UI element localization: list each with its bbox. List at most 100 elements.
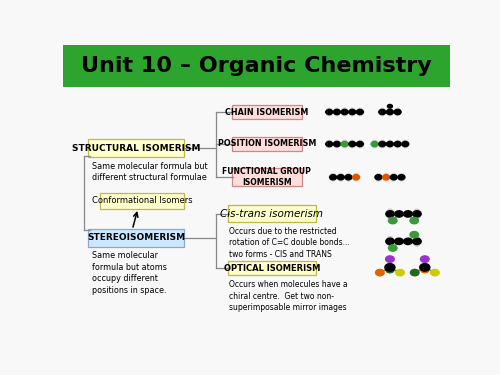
FancyBboxPatch shape <box>88 229 184 246</box>
Circle shape <box>342 113 346 116</box>
Circle shape <box>358 140 362 143</box>
Text: Unit 10 – Organic Chemistry: Unit 10 – Organic Chemistry <box>81 56 432 76</box>
Circle shape <box>396 269 404 276</box>
Circle shape <box>350 108 354 111</box>
Circle shape <box>330 175 336 180</box>
Circle shape <box>354 174 358 177</box>
Circle shape <box>386 110 394 115</box>
Circle shape <box>356 141 364 147</box>
Circle shape <box>394 110 401 115</box>
Circle shape <box>335 113 339 116</box>
Text: OPTICAL ISOMERISM: OPTICAL ISOMERISM <box>224 264 320 273</box>
Circle shape <box>371 141 378 147</box>
Circle shape <box>396 108 400 111</box>
Circle shape <box>395 238 404 244</box>
Circle shape <box>396 113 400 116</box>
Circle shape <box>430 269 439 276</box>
Circle shape <box>386 238 394 244</box>
Circle shape <box>420 266 429 273</box>
Circle shape <box>379 110 386 115</box>
Circle shape <box>338 175 344 180</box>
Circle shape <box>376 178 380 181</box>
Circle shape <box>339 174 342 177</box>
Circle shape <box>410 269 419 276</box>
Circle shape <box>388 105 392 108</box>
Text: Cis-trans isomerism: Cis-trans isomerism <box>220 209 323 219</box>
Circle shape <box>376 174 380 177</box>
Circle shape <box>396 140 400 143</box>
Circle shape <box>380 145 384 148</box>
Circle shape <box>380 140 384 143</box>
Circle shape <box>388 242 392 246</box>
FancyBboxPatch shape <box>228 261 316 275</box>
Circle shape <box>388 215 392 219</box>
Text: Conformational Isomers: Conformational Isomers <box>92 196 192 206</box>
Circle shape <box>388 209 392 213</box>
Circle shape <box>349 141 356 147</box>
Circle shape <box>335 140 339 143</box>
Circle shape <box>388 105 392 108</box>
Circle shape <box>392 174 396 177</box>
Circle shape <box>339 178 342 181</box>
Circle shape <box>386 266 394 273</box>
Circle shape <box>388 245 397 251</box>
Circle shape <box>349 110 356 115</box>
Circle shape <box>386 141 394 147</box>
Circle shape <box>342 108 346 111</box>
Circle shape <box>404 211 412 217</box>
Circle shape <box>420 256 429 262</box>
Circle shape <box>354 178 358 181</box>
Circle shape <box>346 178 350 181</box>
Circle shape <box>358 108 362 111</box>
Circle shape <box>346 174 350 177</box>
Circle shape <box>395 211 404 217</box>
Text: Occurs due to the restricted
rotation of C=C double bonds...
two forms - CIS and: Occurs due to the restricted rotation of… <box>229 227 350 259</box>
Circle shape <box>328 108 331 111</box>
Circle shape <box>342 145 346 148</box>
Circle shape <box>334 110 340 115</box>
Circle shape <box>372 145 376 148</box>
Circle shape <box>379 141 386 147</box>
Circle shape <box>388 237 392 240</box>
FancyBboxPatch shape <box>232 168 302 186</box>
Text: FUNCTIONAL GROUP
ISOMERISM: FUNCTIONAL GROUP ISOMERISM <box>222 167 312 187</box>
Circle shape <box>410 217 418 224</box>
Text: STRUCTURAL ISOMERISM: STRUCTURAL ISOMERISM <box>72 144 200 153</box>
Text: CHAIN ISOMERISM: CHAIN ISOMERISM <box>225 108 308 117</box>
Circle shape <box>372 140 376 143</box>
Circle shape <box>358 113 362 116</box>
Circle shape <box>392 178 396 181</box>
Circle shape <box>341 141 348 147</box>
Circle shape <box>386 256 394 262</box>
Circle shape <box>414 209 420 213</box>
Circle shape <box>410 231 418 238</box>
FancyBboxPatch shape <box>100 193 184 209</box>
Circle shape <box>376 269 384 276</box>
Circle shape <box>328 140 331 143</box>
Circle shape <box>384 178 388 181</box>
Circle shape <box>350 113 354 116</box>
Circle shape <box>412 238 421 244</box>
FancyBboxPatch shape <box>232 136 302 151</box>
Circle shape <box>342 140 346 143</box>
Circle shape <box>388 217 397 224</box>
Circle shape <box>335 108 339 111</box>
FancyBboxPatch shape <box>88 140 184 157</box>
Circle shape <box>350 145 354 148</box>
Circle shape <box>400 178 404 181</box>
Circle shape <box>380 113 384 116</box>
Text: Occurs when molecules have a
chiral centre.  Get two non-
superimposable mirror : Occurs when molecules have a chiral cent… <box>229 280 348 312</box>
Circle shape <box>404 145 407 148</box>
Circle shape <box>414 215 420 219</box>
Circle shape <box>350 140 354 143</box>
Circle shape <box>394 141 401 147</box>
Circle shape <box>326 141 332 147</box>
Circle shape <box>396 145 400 148</box>
Circle shape <box>352 175 360 180</box>
Circle shape <box>402 141 409 147</box>
Text: Same molecular formula but
different structural formulae: Same molecular formula but different str… <box>92 162 207 182</box>
Circle shape <box>328 145 331 148</box>
Circle shape <box>380 108 384 111</box>
Circle shape <box>388 145 392 148</box>
Circle shape <box>375 175 382 180</box>
